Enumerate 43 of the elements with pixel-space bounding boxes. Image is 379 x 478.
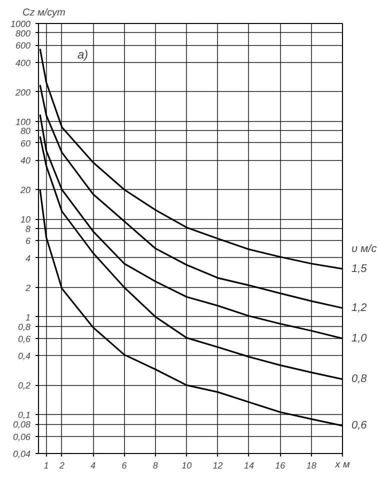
x-tick-label: 14 [244,460,254,470]
y-tick-label: 1 [25,312,31,322]
y-tick-label: 2 [24,282,31,293]
y-tick-label: 600 [15,40,31,51]
x-tick-label: 4 [90,460,96,470]
series-label: 0,8 [352,373,368,386]
y-tick-label: 80 [20,126,31,136]
y-axis-title: Cz м/сут [22,8,66,18]
series-label: 1,5 [352,262,368,275]
y-tick-label: 0,8 [18,322,31,332]
x-tick-label: 10 [182,460,192,470]
y-tick-label: 8 [25,224,31,234]
x-axis-title: x м [334,460,350,470]
x-tick-label: 18 [306,460,316,470]
x-tick-label: 1 [44,460,49,470]
y-tick-label: 60 [20,138,31,148]
x-tick-label: 6 [122,460,127,470]
y-tick-label: 0,6 [18,334,31,344]
y-tick-label: 0,1 [18,410,31,420]
x-tick-label: 8 [152,460,158,470]
y-tick-label: 200 [14,87,31,98]
y-tick-label: 0,4 [18,351,31,362]
series-label: 1,2 [352,302,367,314]
y-tick-label: 800 [15,28,31,38]
y-tick-label: 10 [20,214,31,225]
y-tick-label: 0,04 [12,449,31,459]
y-tick-label: 0,06 [12,432,31,442]
y-tick-label: 40 [20,156,31,166]
series-label: 0,6 [352,420,368,432]
x-tick-label: 12 [212,460,223,470]
y-tick-label: 20 [19,185,31,196]
y-tick-label: 0,2 [18,380,31,391]
y-tick-label: 0,08 [12,420,31,430]
x-tick-label: 2 [58,460,64,470]
y-tick-label: 4 [25,253,31,264]
annotation: а) [77,48,88,62]
y-tick-label: 1000 [10,19,31,29]
x-tick-label: 16 [275,460,286,470]
y-tick-label: 100 [15,116,31,127]
y-tick-label: 400 [15,58,31,68]
y-tick-label: 6 [25,236,31,246]
legend-title: υ м/с [352,242,378,255]
series-label: 1,0 [352,332,368,345]
